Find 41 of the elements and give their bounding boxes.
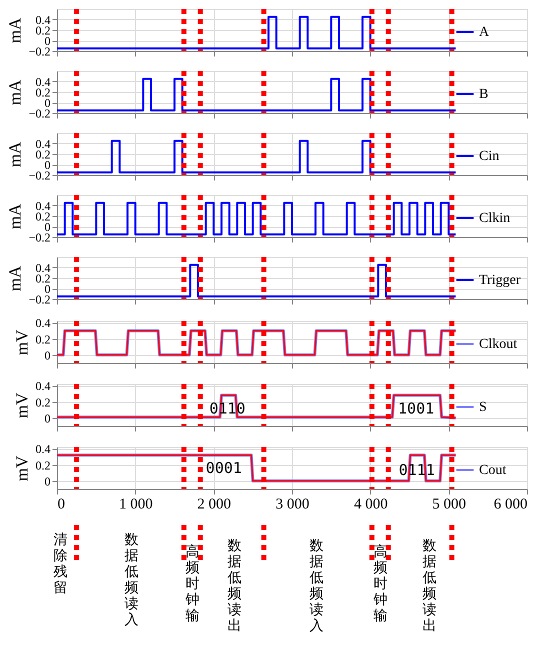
y-tick-label: 0 <box>44 411 50 426</box>
series-label: B <box>479 87 488 102</box>
y-axis-title: mA <box>6 17 25 44</box>
y-axis-title: mV <box>12 455 32 482</box>
y-tick-label: 0 <box>44 348 50 362</box>
y-tick-label: 0.4 <box>36 316 50 330</box>
text: 高频时钟输 <box>372 544 388 624</box>
annotation: 1001 <box>398 399 434 418</box>
x-tick-label: 3 000 <box>276 496 310 512</box>
x-tick-label: 5 000 <box>432 496 466 512</box>
x-tick-label: 6 000 <box>494 496 528 512</box>
series-label: S <box>479 400 487 415</box>
text: 清除残留 <box>54 532 68 596</box>
text: 数据低频读出 <box>422 538 437 634</box>
y-axis-title: mA <box>6 79 25 106</box>
y-axis-title: mA <box>6 141 25 168</box>
y-axis-title: mV <box>12 329 32 356</box>
y-axis-title: mA <box>6 203 25 230</box>
y-tick-label: 0.2 <box>36 458 50 472</box>
series-label: Clkin <box>479 211 510 226</box>
x-tick-label: 1 000 <box>118 496 153 512</box>
y-tick-label: 0.2 <box>36 395 50 410</box>
legend-label: Cin <box>479 149 500 164</box>
x-tick-label: 4 000 <box>354 496 388 512</box>
legend-label: A <box>479 25 490 40</box>
y-axis-title: mA <box>6 265 25 292</box>
y-tick-label: 0.2 <box>36 332 50 346</box>
legend-label: Clkout <box>479 337 518 352</box>
x-tick-label: 2 000 <box>197 496 232 512</box>
legend-label: Trigger <box>479 273 521 288</box>
text: 数据低频读入 <box>124 532 138 628</box>
legend-label: Cout <box>479 463 506 478</box>
y-tick-label: 0 <box>44 474 50 488</box>
y-tick-label: 0.4 <box>36 379 50 394</box>
annotation: 0001 <box>206 459 242 477</box>
text: 高频时钟输 <box>184 544 200 624</box>
y-tick-label: 0.4 <box>36 442 50 456</box>
x-tick-label: 0 <box>58 496 65 512</box>
text: 数据低频读入 <box>309 538 324 634</box>
text: 数据低频读出 <box>228 538 242 634</box>
y-axis-title: mV <box>12 392 32 418</box>
